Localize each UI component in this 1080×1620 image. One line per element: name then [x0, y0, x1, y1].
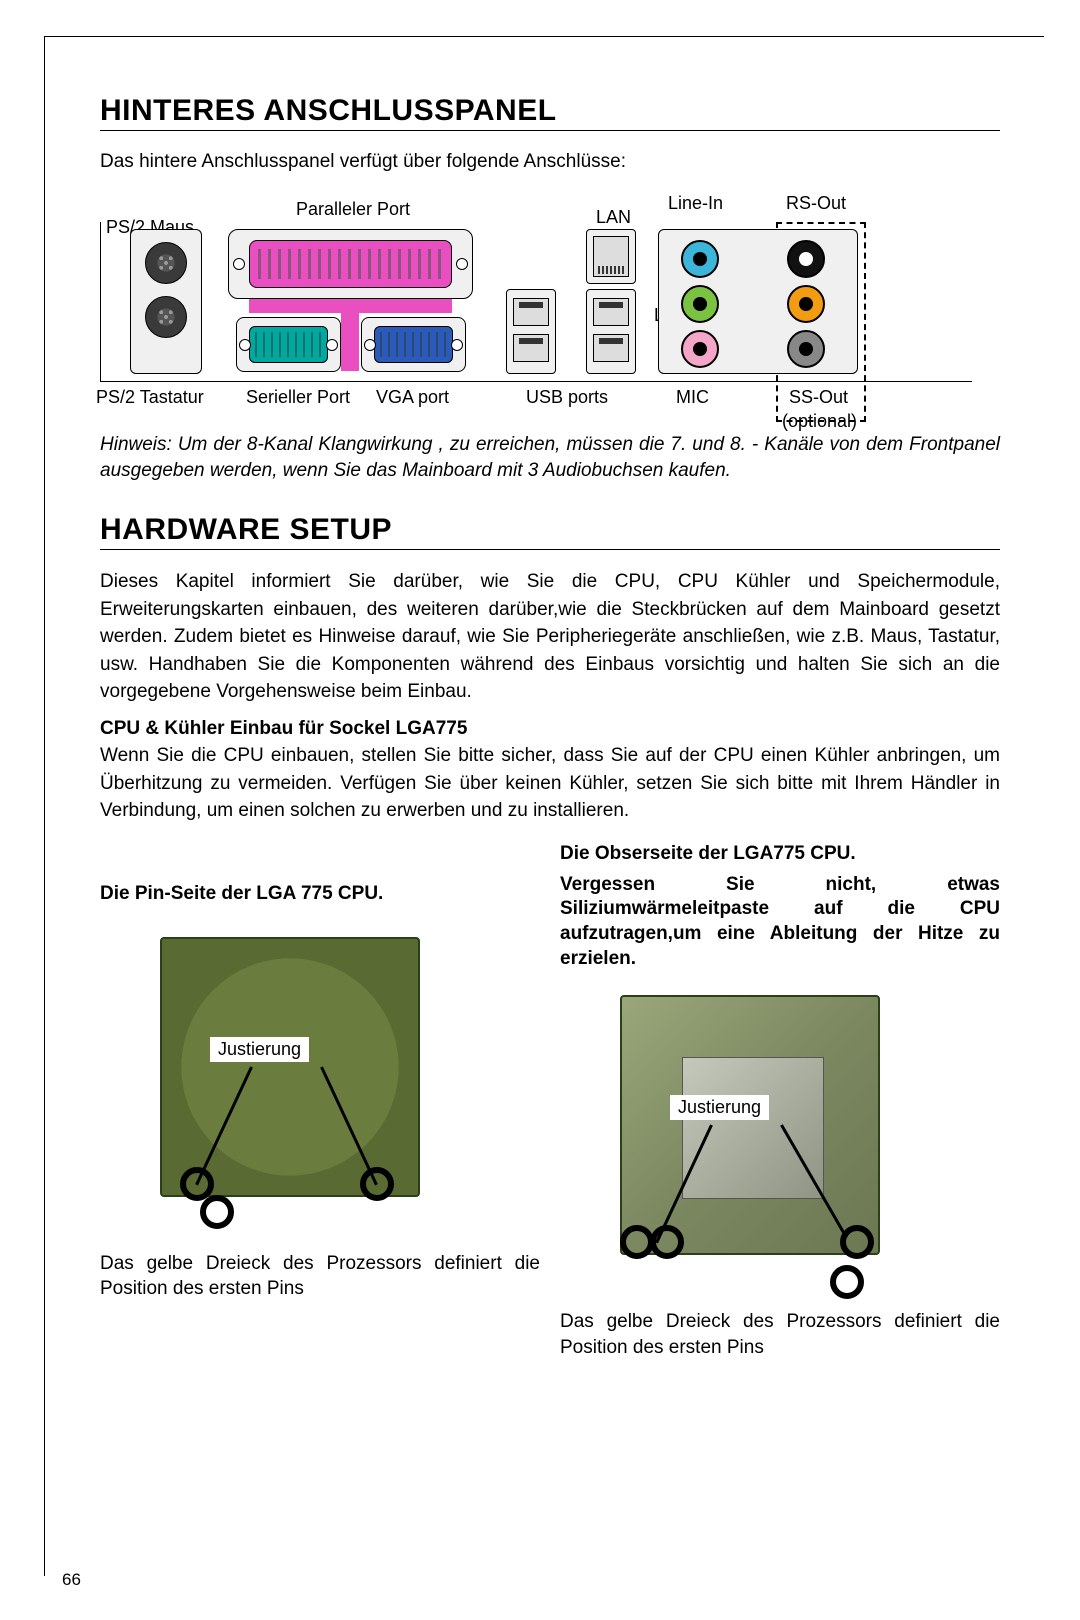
vga-connector: [374, 326, 453, 363]
section2-subhead: CPU & Kühler Einbau für Sockel LGA775: [100, 718, 1000, 740]
cpu-top-side: [620, 995, 880, 1255]
usb-port: [513, 334, 549, 362]
vga-port: [361, 317, 466, 372]
cpu-right-caption: Das gelbe Dreieck des Prozessors definie…: [560, 1309, 1000, 1360]
cpu-row: Die Pin-Seite der LGA 775 CPU. Justierun…: [100, 843, 1000, 1361]
ps2-block: [130, 229, 202, 374]
cpu-right-title: Die Obserseite der LGA775 CPU.: [560, 843, 1000, 865]
screw-icon: [326, 339, 338, 351]
usb-pair-2: [586, 289, 636, 374]
line-out-jack: [681, 285, 719, 323]
rs-out-jack: [787, 240, 825, 278]
ring-icon: [180, 1167, 214, 1201]
line-in-jack: [681, 240, 719, 278]
label-parallel: Paralleler Port: [296, 199, 410, 220]
cpu-pin-side: [160, 937, 420, 1197]
ps2-keyboard-port: [145, 296, 187, 338]
label-line-in: Line-In: [668, 193, 723, 214]
label-serial: Serieller Port: [246, 387, 350, 408]
audio-block: [658, 229, 858, 374]
usb-port: [593, 334, 629, 362]
cpu-right-text: Vergessen Sie nicht, etwas Siliziumwärme…: [560, 873, 1000, 972]
serial-connector: [249, 326, 328, 363]
lan-connector: [593, 236, 629, 277]
parallel-port: [228, 229, 473, 299]
cpu-left-title: Die Pin-Seite der LGA 775 CPU.: [100, 883, 540, 905]
parallel-connector: [249, 240, 452, 288]
mic-jack: [681, 330, 719, 368]
ss-out-jack: [787, 330, 825, 368]
cpu-right-figure: Justierung: [560, 975, 920, 1305]
ring-icon: [200, 1195, 234, 1229]
usb-port: [593, 298, 629, 326]
pink-bracket: [341, 299, 359, 371]
cpu-right-column: Die Obserseite der LGA775 CPU. Vergessen…: [560, 843, 1000, 1361]
section1-note: Hinweis: Um der 8-Kanal Klangwirkung , z…: [100, 432, 1000, 483]
cpu-left-figure: Justierung: [100, 917, 460, 1247]
label-vga: VGA port: [376, 387, 449, 408]
ring-icon: [360, 1167, 394, 1201]
section2-body: Dieses Kapitel informiert Sie darüber, w…: [100, 568, 1000, 706]
ring-icon: [830, 1265, 864, 1299]
rear-panel-diagram: PS/2 Maus Paralleler Port LAN Line-In RS…: [96, 187, 996, 422]
usb-port: [513, 298, 549, 326]
section2-title: Hardware Setup: [100, 513, 1000, 550]
page-number: 66: [62, 1570, 81, 1590]
cpu-left-caption: Das gelbe Dreieck des Prozessors definie…: [100, 1251, 540, 1302]
cs-out-jack: [787, 285, 825, 323]
usb-pair-1: [506, 289, 556, 374]
label-ps2-kb: PS/2 Tastatur: [96, 387, 204, 408]
section1-intro: Das hintere Anschlusspanel verfügt über …: [100, 151, 1000, 173]
screw-icon: [456, 258, 468, 270]
label-mic: MIC: [676, 387, 709, 408]
screw-icon: [233, 258, 245, 270]
cpu-left-column: Die Pin-Seite der LGA 775 CPU. Justierun…: [100, 843, 540, 1361]
lan-port: [586, 229, 636, 284]
label-usb: USB ports: [526, 387, 608, 408]
justierung-label: Justierung: [670, 1095, 769, 1120]
screw-icon: [364, 339, 376, 351]
serial-port: [236, 317, 341, 372]
screw-icon: [451, 339, 463, 351]
section1-title: Hinteres Anschlusspanel: [100, 94, 1000, 131]
section2-subbody: Wenn Sie die CPU einbauen, stellen Sie b…: [100, 742, 1000, 825]
label-rs-out: RS-Out: [786, 193, 846, 214]
screw-icon: [239, 339, 251, 351]
ps2-mouse-port: [145, 242, 187, 284]
justierung-label: Justierung: [210, 1037, 309, 1062]
